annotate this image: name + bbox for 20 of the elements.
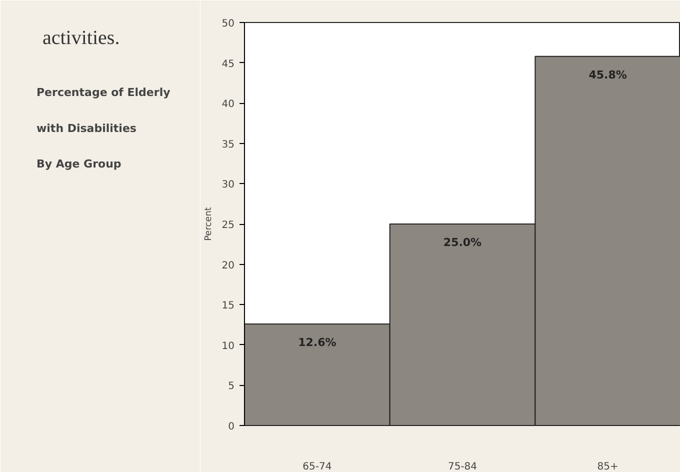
y-tick-label: 10: [222, 340, 235, 352]
y-tick-label: 50: [222, 18, 235, 30]
y-tick-label: 0: [228, 422, 235, 432]
y-axis-title: Percent: [204, 206, 214, 241]
data-label: 25.0%: [443, 236, 482, 249]
x-tick-label: 75-84: [448, 462, 478, 472]
y-tick-label: 45: [222, 58, 235, 70]
text: activities.: [42, 26, 120, 49]
y-tick-label: 40: [222, 99, 235, 110]
y-tick-label: 20: [222, 260, 235, 272]
y-tick-label: 15: [222, 300, 235, 312]
x-tick-label: 65-74: [302, 462, 332, 472]
y-tick-label: 25: [222, 220, 235, 231]
y-tick-label: 35: [222, 139, 235, 150]
y-tick-label: 5: [228, 381, 235, 392]
y-tick-label: 30: [222, 180, 235, 191]
data-label: 12.6%: [298, 336, 336, 349]
chart-title: Percentage of Elderly with Disabilities By Age Group: [36, 86, 170, 171]
x-tick-label: 85+: [597, 462, 618, 472]
data-label: 45.8%: [588, 68, 627, 82]
